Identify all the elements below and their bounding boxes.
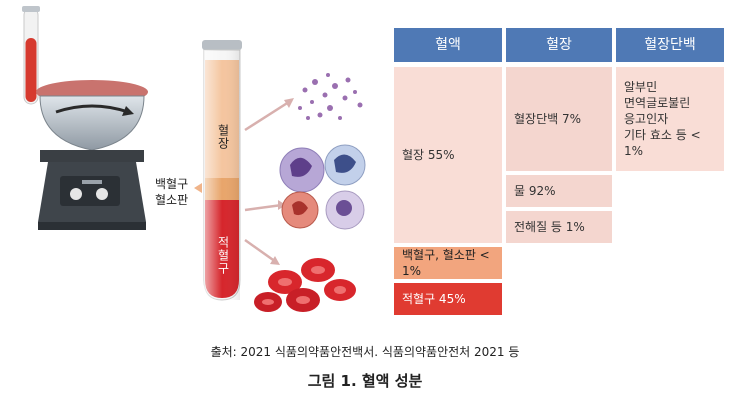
header-plasma-protein: 혈장단백 bbox=[616, 28, 724, 62]
large-test-tube-icon bbox=[202, 40, 242, 301]
figure-title: 그림 1. 혈액 성분 bbox=[307, 372, 423, 390]
protein-other-enzymes: 기타 효소 등 < 1% bbox=[624, 128, 701, 158]
blood-composition-table: 혈액 혈장 혈장단백 혈장 55% 백혈구, 혈소판 < 1% 적혈구 45% … bbox=[394, 28, 724, 315]
cell-plasma-55: 혈장 55% bbox=[394, 67, 502, 243]
protein-immunoglobulin: 면역글로불린 bbox=[624, 96, 691, 110]
pointer-arrows bbox=[244, 98, 293, 264]
red-blood-cells-icon bbox=[254, 258, 356, 312]
blood-separation-illustration: 혈장 적혈구 백혈구 혈소판 bbox=[0, 0, 390, 320]
header-blood: 혈액 bbox=[394, 28, 502, 62]
cell-wbc-platelet: 백혈구, 혈소판 < 1% bbox=[394, 247, 502, 279]
cell-protein-list: 알부민 면역글로불린 응고인자 기타 효소 등 < 1% bbox=[616, 67, 724, 171]
cell-rbc-45: 적혈구 45% bbox=[394, 283, 502, 315]
small-test-tube-icon bbox=[22, 6, 40, 105]
platelet-label: 혈소판 bbox=[155, 193, 189, 207]
centrifuge-icon bbox=[36, 80, 148, 230]
white-blood-cells-icon bbox=[279, 144, 366, 230]
protein-albumin: 알부민 bbox=[624, 80, 658, 94]
cell-water-92: 물 92% bbox=[506, 175, 612, 207]
header-plasma: 혈장 bbox=[506, 28, 612, 62]
plasma-label: 혈장 bbox=[216, 124, 230, 150]
arrow-icon bbox=[194, 183, 202, 193]
cell-plasma-protein-7: 혈장단백 7% bbox=[506, 67, 612, 171]
source-caption: 출처: 2021 식품의약품안전백서. 식품의약품안전처 2021 등 bbox=[210, 345, 520, 359]
wbc-label: 백혈구 bbox=[155, 177, 189, 191]
rbc-label: 적혈구 bbox=[216, 236, 230, 275]
platelet-cluster-icon bbox=[298, 73, 363, 120]
illustration-svg bbox=[22, 6, 366, 312]
cell-electrolyte-1: 전해질 등 1% bbox=[506, 211, 612, 243]
wbc-platelet-label: 백혈구 혈소판 bbox=[155, 176, 188, 208]
protein-clotting-factor: 응고인자 bbox=[624, 112, 669, 126]
